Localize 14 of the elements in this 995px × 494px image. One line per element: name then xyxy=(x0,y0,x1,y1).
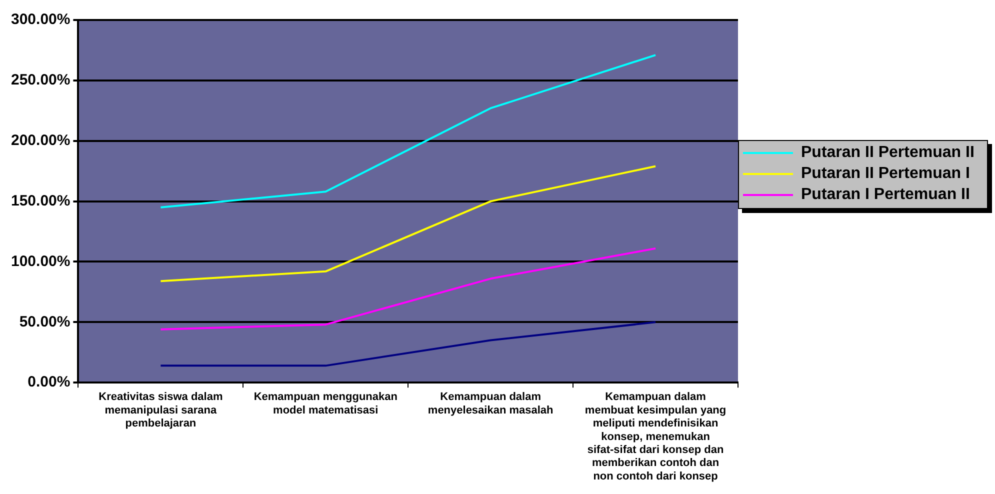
y-tick-label: 300.00% xyxy=(11,11,70,28)
x-tick-label: Kemampuan menggunakan model matematisasi xyxy=(254,391,398,416)
x-tick-label: Kreativitas siswa dalam memanipulasi sarana pembelajaran xyxy=(98,391,223,430)
y-tick-label: 200.00% xyxy=(11,132,70,150)
legend-label: Putaran I Pertemuan II xyxy=(801,185,970,204)
y-tick-label: 150.00% xyxy=(11,192,70,210)
legend-label: Putaran II Pertemuan I xyxy=(801,164,970,183)
x-tick-label: Kemampuan dalam membuat kesimpulan yang meliputi mendefinisikan konsep, menemukan sifat-sifat dari konsep dan memberikan contoh dan non contoh dari konsep xyxy=(584,391,726,482)
y-tick-label: 250.00% xyxy=(11,72,70,89)
y-tick-label: 50.00% xyxy=(19,313,70,330)
y-tick-label: 100.00% xyxy=(11,252,70,270)
legend-label: Putaran II Pertemuan II xyxy=(801,143,974,162)
y-tick-label: 0.00% xyxy=(28,374,70,391)
x-tick-label: Kemampuan dalam menyelesaikan masalah xyxy=(428,391,554,416)
